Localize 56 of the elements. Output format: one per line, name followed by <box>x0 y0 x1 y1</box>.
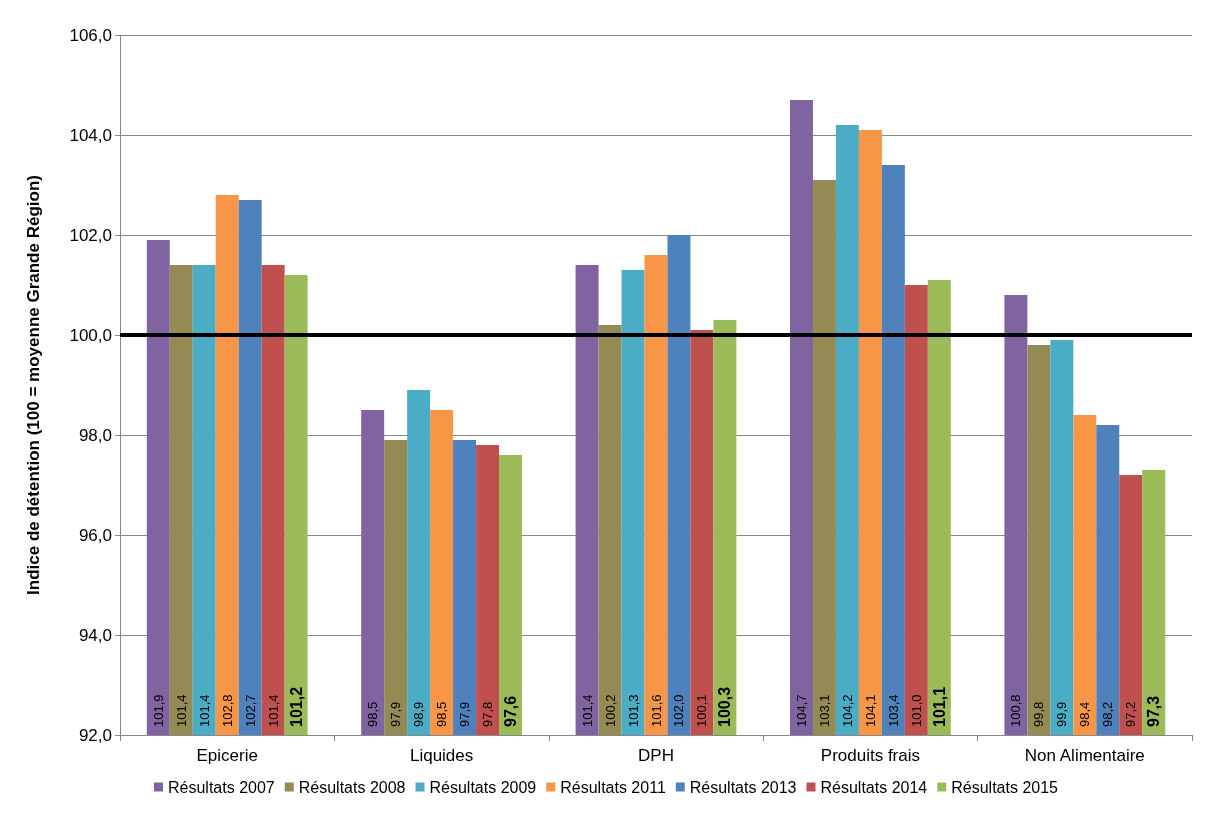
legend-label: Résultats 2007 <box>168 778 275 796</box>
y-tick-label: 104,0 <box>69 125 112 145</box>
x-tick-label: Non Alimentaire <box>1024 746 1145 765</box>
y-tick-label: 94,0 <box>78 625 112 645</box>
data-label: 101,4 <box>173 694 189 727</box>
data-label: 101,4 <box>196 694 212 727</box>
data-label: 104,1 <box>862 694 878 727</box>
data-label: 101,4 <box>579 694 595 727</box>
data-label: 102,7 <box>242 694 258 727</box>
data-label: 104,2 <box>839 694 855 727</box>
x-tick-label: Liquides <box>409 746 474 765</box>
data-label: 100,3 <box>716 686 734 727</box>
data-label: 103,4 <box>885 694 901 727</box>
y-axis-title: Indice de détention (100 = moyenne Grande Région) <box>24 175 43 595</box>
data-label: 102,0 <box>671 694 687 727</box>
data-label: 101,1 <box>930 686 948 727</box>
y-tick-label: 98,0 <box>78 425 112 445</box>
data-label: 100,2 <box>602 694 618 727</box>
data-label: 97,8 <box>480 701 496 727</box>
data-label: 101,6 <box>648 694 664 727</box>
data-label: 100,8 <box>1008 694 1024 727</box>
legend-label: Résultats 2015 <box>951 778 1059 796</box>
data-label: 97,9 <box>457 701 473 727</box>
data-label: 98,5 <box>365 701 381 727</box>
y-tick-label: 92,0 <box>78 725 112 745</box>
y-tick-label: 96,0 <box>78 525 112 545</box>
legend-label: Résultats 2014 <box>820 778 928 796</box>
data-label: 98,4 <box>1077 701 1093 727</box>
data-label: 104,7 <box>793 694 809 727</box>
data-label: 103,1 <box>816 694 832 727</box>
data-label: 100,1 <box>694 694 710 727</box>
data-label: 102,8 <box>219 694 235 727</box>
legend-label: Résultats 2011 <box>560 778 666 796</box>
data-label: 97,3 <box>1145 695 1163 727</box>
legend-label: Résultats 2008 <box>298 778 406 796</box>
data-label: 98,2 <box>1100 701 1116 727</box>
data-label: 99,9 <box>1054 701 1070 727</box>
y-tick-label: 102,0 <box>69 225 112 245</box>
x-tick-label: Produits frais <box>820 746 920 765</box>
y-tick-label: 100,0 <box>69 325 112 345</box>
data-label: 98,9 <box>411 701 427 727</box>
data-label: 101,4 <box>265 694 281 727</box>
data-label: 101,2 <box>287 686 305 727</box>
legend-label: Résultats 2013 <box>689 778 797 796</box>
data-label: 97,2 <box>1123 701 1139 727</box>
x-tick-label: DPH <box>638 746 674 765</box>
data-label: 98,5 <box>434 701 450 727</box>
legend-label: Résultats 2009 <box>429 778 537 796</box>
data-label: 97,9 <box>388 701 404 727</box>
data-label: 101,9 <box>150 694 166 727</box>
x-tick-label: Epicerie <box>196 746 258 765</box>
data-label: 99,8 <box>1031 701 1047 727</box>
y-tick-label: 106,0 <box>69 25 112 45</box>
data-label: 101,3 <box>625 694 641 727</box>
data-label: 97,6 <box>502 695 520 727</box>
data-label: 101,0 <box>908 694 924 727</box>
